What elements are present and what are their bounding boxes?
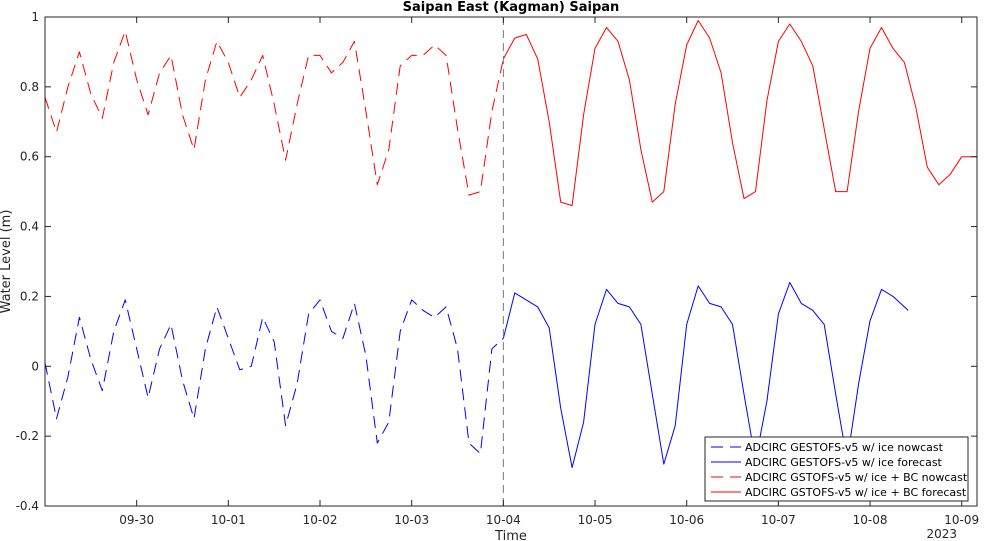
y-tick-label: 0.8 xyxy=(20,80,39,94)
plot-area xyxy=(45,17,977,506)
series-line-2 xyxy=(44,30,504,196)
x-axis: 09-30 10-01 10-02 10-03 10-04 10-05 10-06 10-07… xyxy=(119,17,979,527)
x-axis-title: Time xyxy=(494,529,527,541)
y-tick-label: -0.4 xyxy=(16,499,39,513)
chart-title: Saipan East (Kagman) Saipan xyxy=(403,0,620,15)
legend-label: ADCIRC GSTOFS-v5 w/ ice + BC forecast xyxy=(745,486,967,499)
y-tick-label: 0.4 xyxy=(20,220,39,234)
legend-label: ADCIRC GSTOFS-v5 w/ ice + BC nowcast xyxy=(745,471,968,484)
y-tick-label: 1 xyxy=(31,10,39,24)
legend-label: ADCIRC GESTOFS-v5 w/ ice nowcast xyxy=(745,441,944,454)
x-tick-label: 10-07 xyxy=(761,513,796,527)
x-tick-label: 10-09 xyxy=(944,513,979,527)
y-tick-label: 0.6 xyxy=(20,150,39,164)
x-tick-label: 10-08 xyxy=(853,513,888,527)
legend: ADCIRC GESTOFS-v5 w/ ice nowcast ADCIRC G… xyxy=(704,436,969,502)
legend-label: ADCIRC GESTOFS-v5 w/ ice forecast xyxy=(745,456,943,469)
y-tick-label: -0.2 xyxy=(16,429,39,443)
series-line-0 xyxy=(44,299,504,455)
x-tick-label: 10-04 xyxy=(486,513,521,527)
legend-box xyxy=(704,436,969,502)
x-tick-label: 10-02 xyxy=(303,513,338,527)
y-tick-label: 0 xyxy=(31,359,39,373)
x-tick-label: 10-01 xyxy=(211,513,246,527)
plot-frame xyxy=(44,16,978,507)
y-axis: -0.4 -0.2 0 0.2 0.4 0.6 0.8 1 xyxy=(16,10,977,513)
series-layer xyxy=(44,20,977,469)
y-tick-label: 0.2 xyxy=(20,289,39,303)
series-line-3 xyxy=(502,20,977,207)
y-axis-title: Water Level (m) xyxy=(0,210,14,314)
x-tick-label: 10-03 xyxy=(394,513,429,527)
x-tick-label: 10-06 xyxy=(669,513,704,527)
x-axis-year-label: 2023 xyxy=(926,527,957,541)
x-tick-label: 09-30 xyxy=(119,513,154,527)
x-tick-label: 10-05 xyxy=(578,513,613,527)
